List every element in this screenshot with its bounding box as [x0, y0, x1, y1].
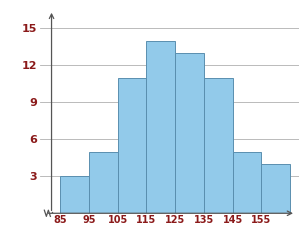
Bar	[146, 41, 175, 213]
Bar	[233, 152, 261, 213]
Bar	[60, 176, 89, 213]
Bar	[118, 78, 146, 213]
Bar	[175, 53, 204, 213]
Bar	[89, 152, 118, 213]
Bar	[261, 164, 290, 213]
Bar	[204, 78, 233, 213]
